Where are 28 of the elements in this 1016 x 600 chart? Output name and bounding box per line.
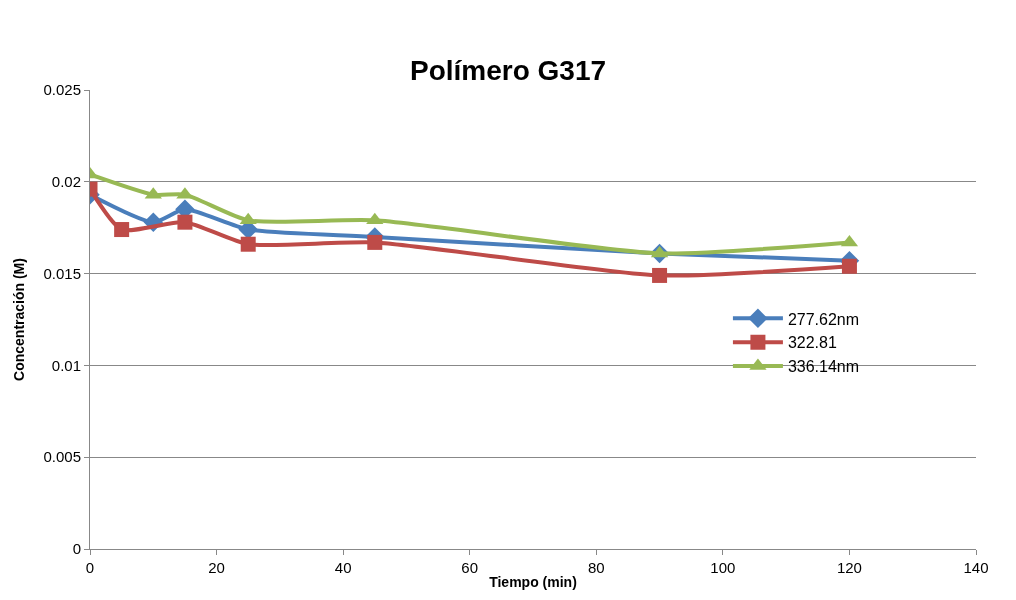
point: [652, 267, 668, 283]
point: [114, 222, 130, 238]
point: [239, 212, 257, 225]
point: [177, 214, 193, 230]
x-tick-label: 80: [587, 559, 605, 576]
y-tick-label: 0.025: [43, 81, 81, 99]
point: [841, 258, 857, 274]
x-axis-title: Tiempo (min): [489, 574, 577, 591]
y-tick-label: 0.01: [51, 356, 81, 374]
y-axis-title: Concentración (M): [11, 258, 28, 381]
y-tick-label: 0: [72, 540, 81, 558]
x-tick-label: 60: [461, 559, 479, 576]
x-tick-label: 20: [208, 559, 225, 576]
y-tick-label: 0.005: [43, 448, 81, 466]
legend-label: 277.62nm: [787, 310, 860, 328]
y-tick-label: 0.015: [43, 264, 81, 282]
point: [367, 234, 383, 250]
x-tick-label: 100: [710, 559, 736, 576]
x-tick-label: 120: [836, 559, 862, 576]
x-tick-label: 0: [85, 559, 95, 576]
legend-label: 336.14nm: [787, 358, 860, 376]
x-tick-label: 40: [334, 559, 352, 576]
point: [366, 212, 384, 225]
x-tick-label: 140: [963, 559, 989, 576]
y-tick-label: 0.02: [51, 173, 81, 191]
chart-title: Polímero G317: [409, 54, 607, 86]
point: [240, 236, 256, 252]
legend-label: 322.81: [787, 334, 837, 352]
